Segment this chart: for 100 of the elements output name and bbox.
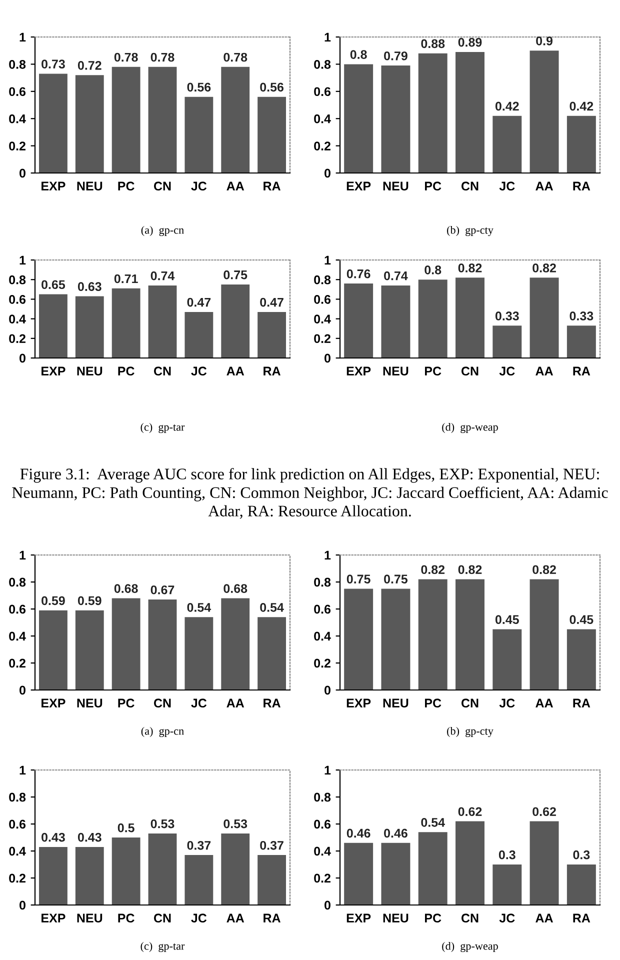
x-tick-label: NEU [77, 698, 102, 708]
x-tick-label: CN [154, 914, 171, 923]
y-tick-label: 0.8 [9, 792, 26, 802]
x-tick-label: EXP [346, 914, 371, 922]
data-label: 0.75 [224, 270, 248, 280]
y-tick-label: 1 [20, 32, 26, 42]
y-tick-label: 0.2 [314, 874, 330, 883]
bar [221, 66, 250, 173]
bar [112, 288, 140, 358]
y-tick-label: 0.6 [314, 820, 331, 829]
x-tick-label: CN [461, 914, 478, 923]
bar [112, 66, 140, 173]
y-tick-label: 1 [324, 550, 331, 560]
x-tick-label: RA [264, 914, 280, 922]
y-tick-label: 1 [20, 550, 26, 560]
x-tick-label: PC [118, 698, 134, 708]
x-tick-label: AA [226, 698, 244, 708]
bar [258, 96, 286, 173]
y-tick-label: 0 [324, 686, 330, 695]
y-tick-label: 0.8 [314, 275, 331, 284]
bar [492, 629, 522, 690]
y-tick-label: 0.6 [9, 87, 26, 96]
bar [75, 846, 104, 905]
data-label: 0.68 [224, 584, 248, 593]
bar [418, 280, 448, 358]
data-label: 0.54 [187, 603, 212, 612]
x-axis-title: (b) gp-cty [447, 726, 494, 738]
data-label: 0.62 [458, 807, 482, 816]
data-label: 0.56 [187, 82, 211, 92]
y-tick-label: 0.4 [9, 114, 26, 124]
data-label: 0.89 [458, 38, 482, 47]
data-label: 0.75 [346, 574, 370, 584]
data-label: 0.8 [424, 266, 442, 274]
x-tick-label: JC [191, 366, 207, 376]
y-tick-label: 0.2 [314, 142, 330, 150]
data-label: 0.33 [570, 312, 594, 320]
x-tick-label: RA [264, 698, 280, 708]
y-tick-label: 0.6 [314, 295, 331, 304]
y-tick-label: 0 [20, 168, 26, 178]
x-tick-label: CN [154, 366, 171, 376]
data-label: 0.82 [458, 565, 482, 574]
x-tick-label: PC [425, 698, 442, 708]
bar [344, 284, 374, 358]
y-tick-label: 0.2 [9, 142, 26, 150]
data-label: 0.3 [573, 850, 590, 860]
x-tick-label: EXP [42, 698, 66, 708]
bar [566, 326, 596, 358]
y-tick-label: 0.4 [9, 314, 26, 324]
data-label: 0.68 [114, 584, 138, 593]
x-tick-label: NEU [77, 366, 102, 376]
data-label: 0.37 [260, 840, 284, 850]
data-label: 0.72 [78, 60, 102, 70]
data-label: 0.9 [536, 36, 553, 46]
x-tick-label: EXP [346, 698, 371, 708]
x-tick-label: EXP [346, 182, 371, 190]
data-label: 0.47 [187, 298, 211, 307]
x-tick-label: EXP [42, 366, 66, 376]
x-tick-label: PC [118, 182, 134, 191]
x-tick-label: CN [461, 182, 478, 191]
y-tick-label: 1 [324, 766, 331, 775]
bar [418, 53, 448, 173]
bar [381, 842, 410, 905]
y-tick-label: 0 [20, 900, 26, 910]
y-tick-label: 0.4 [314, 846, 331, 856]
y-tick-label: 0.4 [9, 846, 26, 856]
bar [492, 116, 522, 173]
data-label: 0.82 [532, 264, 556, 272]
x-tick-label: CN [461, 366, 478, 376]
y-tick-label: 1 [20, 766, 26, 775]
y-tick-label: 0.8 [314, 578, 331, 587]
y-tick-label: 0 [20, 686, 26, 695]
bar [530, 821, 559, 905]
x-tick-label: CN [154, 182, 171, 191]
bar [258, 617, 286, 690]
data-label: 0.54 [421, 818, 445, 827]
x-tick-label: RA [573, 914, 590, 922]
bar [258, 312, 286, 358]
x-tick-label: EXP [42, 182, 66, 190]
y-tick-label: 0.6 [314, 604, 331, 614]
bar [258, 855, 286, 905]
bar [112, 838, 140, 905]
y-tick-label: 0.8 [9, 60, 26, 69]
bar [344, 842, 374, 905]
x-axis-title: (a) gp-cn [141, 226, 184, 236]
data-label: 0.43 [42, 832, 65, 842]
x-tick-label: NEU [383, 182, 408, 191]
x-tick-label: PC [118, 366, 134, 376]
data-label: 0.45 [570, 615, 594, 624]
data-label: 0.76 [346, 269, 370, 278]
data-label: 0.65 [42, 280, 66, 290]
x-tick-label: RA [573, 698, 590, 708]
data-label: 0.56 [260, 82, 284, 92]
bar [456, 278, 484, 358]
x-tick-label: EXP [42, 914, 66, 922]
x-tick-label: JC [499, 366, 515, 376]
data-label: 0.43 [78, 832, 102, 842]
data-label: 0.47 [260, 298, 284, 307]
data-label: 0.53 [224, 819, 248, 828]
bar [184, 96, 214, 173]
x-tick-label: NEU [383, 698, 408, 708]
